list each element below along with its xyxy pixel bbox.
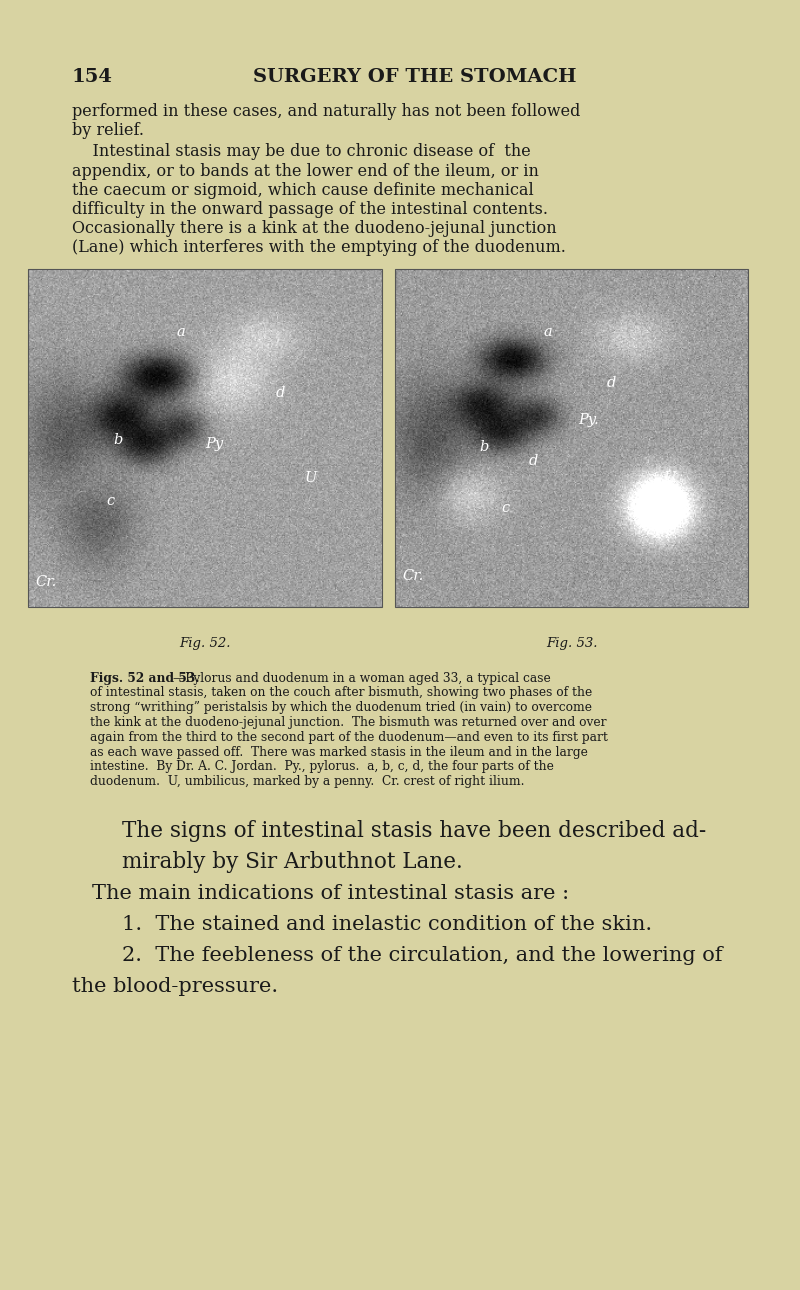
Text: c: c [501, 501, 509, 515]
Text: Py.: Py. [578, 413, 599, 427]
Text: 2.  The feebleness of the circulation, and the lowering of: 2. The feebleness of the circulation, an… [122, 946, 722, 965]
Text: U: U [304, 471, 317, 485]
Bar [395, 268, 748, 606]
Text: strong “writhing” peristalsis by which the duodenum tried (in vain) to overcome: strong “writhing” peristalsis by which t… [90, 702, 592, 715]
Text: 1.  The stained and inelastic condition of the skin.: 1. The stained and inelastic condition o… [122, 915, 652, 934]
Text: (Lane) which interferes with the emptying of the duodenum.: (Lane) which interferes with the emptyin… [72, 240, 566, 257]
Text: performed in these cases, and naturally has not been followed: performed in these cases, and naturally … [72, 103, 580, 120]
Text: appendix, or to bands at the lower end of the ileum, or in: appendix, or to bands at the lower end o… [72, 163, 539, 179]
Text: Occasionally there is a kink at the duodeno-jejunal junction: Occasionally there is a kink at the duod… [72, 221, 557, 237]
Text: The signs of intestinal stasis have been described ad-: The signs of intestinal stasis have been… [122, 820, 706, 842]
Text: the blood-pressure.: the blood-pressure. [72, 977, 278, 996]
Text: as each wave passed off.  There was marked stasis in the ileum and in the large: as each wave passed off. There was marke… [90, 746, 588, 759]
Text: Fig. 53.: Fig. 53. [546, 636, 598, 650]
Text: The main indications of intestinal stasis are :: The main indications of intestinal stasi… [92, 884, 569, 903]
Text: duodenum.  U, umbilicus, marked by a penny.  Cr. crest of right ilium.: duodenum. U, umbilicus, marked by a penn… [90, 775, 525, 788]
Text: 154: 154 [72, 68, 113, 86]
Text: the kink at the duodeno-jejunal junction.  The bismuth was returned over and ove: the kink at the duodeno-jejunal junction… [90, 716, 606, 729]
Bar [28, 268, 382, 606]
Text: by relief.: by relief. [72, 123, 144, 139]
Text: d: d [529, 454, 538, 468]
Text: Cr.: Cr. [402, 569, 423, 583]
Text: Intestinal stasis may be due to chronic disease of  the: Intestinal stasis may be due to chronic … [72, 143, 530, 160]
Text: U: U [663, 471, 676, 485]
Text: of intestinal stasis, taken on the couch after bismuth, showing two phases of th: of intestinal stasis, taken on the couch… [90, 686, 592, 699]
Text: a: a [177, 325, 186, 339]
Text: —Pylorus and duodenum in a woman aged 33, a typical case: —Pylorus and duodenum in a woman aged 33… [173, 672, 551, 685]
Text: Cr.: Cr. [35, 575, 56, 590]
Text: b: b [113, 433, 122, 448]
Text: difficulty in the onward passage of the intestinal contents.: difficulty in the onward passage of the … [72, 201, 548, 218]
Text: intestine.  By Dr. A. C. Jordan.  Py., pylorus.  a, b, c, d, the four parts of t: intestine. By Dr. A. C. Jordan. Py., pyl… [90, 760, 554, 774]
Text: mirably by Sir Arbuthnot Lane.: mirably by Sir Arbuthnot Lane. [122, 851, 462, 873]
Text: Figs. 52 and 53.: Figs. 52 and 53. [90, 672, 199, 685]
Text: SURGERY OF THE STOMACH: SURGERY OF THE STOMACH [254, 68, 577, 86]
Text: the caecum or sigmoid, which cause definite mechanical: the caecum or sigmoid, which cause defin… [72, 182, 534, 199]
Text: c: c [106, 494, 114, 508]
Text: Py: Py [205, 437, 223, 450]
Text: d: d [276, 386, 285, 400]
Text: d: d [606, 375, 616, 390]
Text: a: a [543, 325, 552, 339]
Text: Fig. 52.: Fig. 52. [179, 636, 230, 650]
Text: again from the third to the second part of the duodenum—and even to its first pa: again from the third to the second part … [90, 731, 608, 744]
Text: b: b [480, 440, 489, 454]
